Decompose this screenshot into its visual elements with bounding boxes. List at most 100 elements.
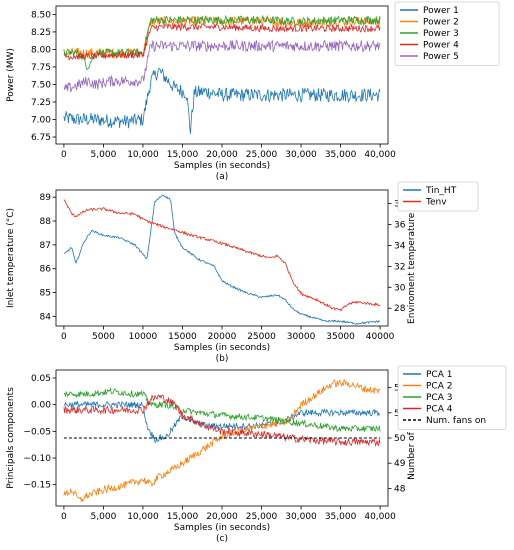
x-tick-label: 30,000 xyxy=(285,150,317,160)
y-tick-label: 8.25 xyxy=(31,28,51,38)
plot-area xyxy=(63,379,381,502)
series-pca-3 xyxy=(63,387,381,433)
y-tick-label: 87 xyxy=(40,241,51,251)
y-tick-label: 8.50 xyxy=(31,10,51,20)
y-tick-label: 7.25 xyxy=(31,98,51,108)
x-axis-label: Samples (in seconds) xyxy=(174,523,270,533)
x-tick-label: 40000 xyxy=(366,332,395,342)
y-tick-label: 86 xyxy=(40,265,52,275)
legend-entry: PCA 4 xyxy=(426,405,453,415)
plot-area xyxy=(63,14,381,134)
x-tick-label: 30000 xyxy=(287,332,316,342)
legend-entry: Power 4 xyxy=(423,41,459,51)
series-tenv xyxy=(63,199,381,312)
y2-tick-label: 49 xyxy=(394,459,406,469)
x-tick-label: 25,000 xyxy=(246,512,278,522)
legend-entry: Power 5 xyxy=(423,52,459,62)
x-tick-label: 15000 xyxy=(168,332,197,342)
x-tick-label: 5,000 xyxy=(91,150,117,160)
series-pca-1 xyxy=(63,400,381,443)
plot-frame xyxy=(55,189,389,327)
y-tick-label: −0.05 xyxy=(23,427,51,437)
y-tick-label: 7.75 xyxy=(31,63,51,73)
x-axis-label: Samples (in seconds) xyxy=(174,343,270,353)
legend-box xyxy=(397,365,507,430)
y2-tick-label: 32 xyxy=(394,262,405,272)
x-tick-label: 40,000 xyxy=(364,512,396,522)
x-tick-label: 35,000 xyxy=(325,512,357,522)
y-tick-label: −0.10 xyxy=(23,454,51,464)
x-tick-label: 25000 xyxy=(247,332,276,342)
y2-axis-label: Number of fans on xyxy=(407,396,417,480)
y-tick-label: 0.05 xyxy=(31,374,51,384)
x-tick-label: 10,000 xyxy=(127,150,159,160)
x-tick-label: 10,000 xyxy=(127,512,159,522)
x-tick-label: 20,000 xyxy=(206,512,238,522)
legend-box xyxy=(394,1,500,66)
y-tick-label: −0.15 xyxy=(23,481,51,491)
chart-c: 0 5,000 10,000 15,000 20,000 25,000 30,000 35,0… xyxy=(6,365,507,544)
x-tick-label: 5000 xyxy=(92,332,115,342)
series-pca-2 xyxy=(63,379,381,502)
y-tick-label: 84 xyxy=(40,312,52,322)
series-power-3 xyxy=(63,14,381,70)
y-tick-label: 0.00 xyxy=(31,401,51,411)
x-tick-label: 35000 xyxy=(326,332,355,342)
x-tick-label: 20000 xyxy=(208,332,237,342)
legend-entry: Power 1 xyxy=(423,6,459,16)
y-tick-label: 85 xyxy=(40,289,51,299)
x-tick-label: 0 xyxy=(61,150,67,160)
legend-entry: Num. fans on xyxy=(426,416,486,426)
y-tick-label: 7.50 xyxy=(31,80,51,90)
x-tick-label: 30,000 xyxy=(285,512,317,522)
legend: Tin_HT Tenv xyxy=(397,181,479,212)
panel-caption: (c) xyxy=(216,534,228,544)
x-tick-label: 5,000 xyxy=(91,512,117,522)
plot-area xyxy=(63,194,381,325)
y2-tick-label: 36 xyxy=(394,221,406,231)
y-tick-label: 8.00 xyxy=(31,45,51,55)
x-tick-label: 25,000 xyxy=(246,150,278,160)
y-axis-label: Principals components xyxy=(6,387,16,489)
x-tick-label: 10000 xyxy=(129,332,158,342)
y2-tick-label: 50 xyxy=(394,434,406,444)
y-axis-label: Inlet temperature (°C) xyxy=(6,208,16,308)
y-tick-label: 6.75 xyxy=(31,133,51,143)
legend-entry: Power 3 xyxy=(423,29,459,39)
y2-tick-label: 34 xyxy=(394,241,406,251)
y-tick-label: 88 xyxy=(40,217,52,227)
legend-entry: PCA 2 xyxy=(426,382,452,392)
y2-tick-label: 28 xyxy=(394,304,406,314)
legend-box xyxy=(397,181,479,212)
y-tick-label: 89 xyxy=(40,193,52,203)
panel-caption: (a) xyxy=(216,172,229,182)
legend-entry: Tin_HT xyxy=(425,186,457,196)
chart-b: 0 5000 10000 15000 20000 25000 30000 35000 40000… xyxy=(6,181,479,364)
y-tick-label: 7.00 xyxy=(31,115,51,125)
y2-axis-label: Enviroment temperature (°C) xyxy=(407,192,417,324)
x-tick-label: 0 xyxy=(61,332,67,342)
legend-entry: Power 2 xyxy=(423,18,459,28)
chart-a: 0 5,000 10,000 15,000 20,000 25,000 30,000 35,0… xyxy=(6,1,500,182)
series-power-1 xyxy=(63,67,381,134)
x-tick-label: 15,000 xyxy=(167,512,199,522)
series-power-5 xyxy=(63,39,381,93)
series-pca-4 xyxy=(63,394,381,447)
legend-entry: PCA 3 xyxy=(426,393,452,403)
series-tin-ht xyxy=(63,194,381,325)
x-tick-label: 40,000 xyxy=(364,150,396,160)
y2-tick-label: 48 xyxy=(394,484,406,494)
x-tick-label: 20,000 xyxy=(206,150,238,160)
panel-caption: (b) xyxy=(216,354,229,364)
x-tick-label: 0 xyxy=(61,512,67,522)
x-tick-label: 35,000 xyxy=(325,150,357,160)
series-power-4 xyxy=(63,22,381,61)
y-axis-label: Power (MW) xyxy=(6,48,16,102)
y2-tick-label: 30 xyxy=(394,283,406,293)
x-tick-label: 15,000 xyxy=(167,150,199,160)
x-axis-label: Samples (in seconds) xyxy=(174,161,270,171)
legend-entry: PCA 1 xyxy=(426,370,452,380)
